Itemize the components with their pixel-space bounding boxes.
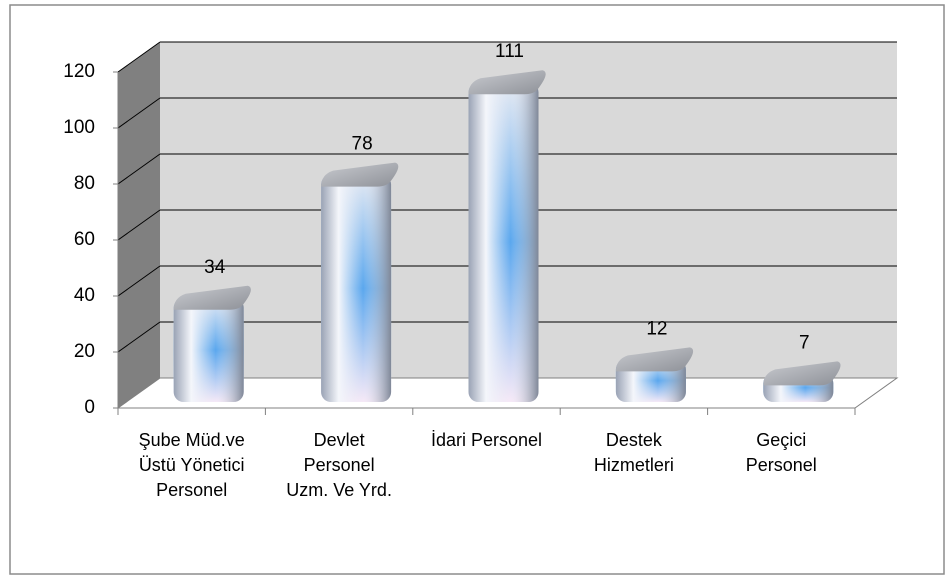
grid-line <box>117 321 161 353</box>
value-label: 12 <box>646 318 667 339</box>
y-tick-label: 0 <box>84 397 95 418</box>
grid-line <box>117 209 161 241</box>
value-label: 111 <box>495 41 524 62</box>
x-tick-label: Destek Hizmetleri <box>593 430 674 475</box>
y-tick-label: 120 <box>63 61 95 82</box>
value-label: 78 <box>352 134 373 155</box>
y-tick-label: 40 <box>74 285 95 306</box>
x-tick-label: Şube Müd.ve Üstü Yönetici Personel <box>138 430 245 500</box>
bar <box>468 70 546 402</box>
y-tick-label: 80 <box>74 173 95 194</box>
grid-line <box>117 265 161 297</box>
grid-line <box>117 41 161 73</box>
bar <box>615 347 694 402</box>
bar <box>763 361 841 402</box>
bar <box>321 162 399 402</box>
grid-line <box>117 153 161 185</box>
x-tick-label: Geçici Personel <box>745 430 817 475</box>
y-tick-label: 60 <box>74 229 95 250</box>
y-tick-label: 20 <box>74 341 95 362</box>
x-tick-label: İdari Personel <box>430 430 543 450</box>
value-label: 7 <box>799 332 810 353</box>
grid-line <box>117 97 161 129</box>
x-tick-label: Devlet Personel Uzm. Ve Yrd. <box>286 430 392 500</box>
bar <box>173 285 251 402</box>
value-label: 34 <box>204 257 226 278</box>
y-tick-label: 100 <box>63 117 95 138</box>
